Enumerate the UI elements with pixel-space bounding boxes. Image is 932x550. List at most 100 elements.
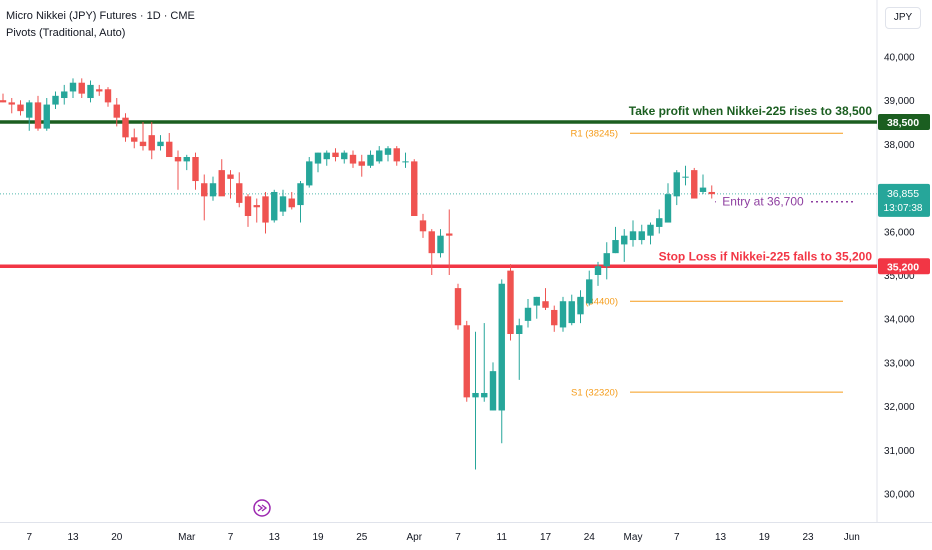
pivot-label-r1: R1 (38245): [570, 129, 618, 140]
candle-body: [323, 152, 330, 160]
candle-body: [446, 233, 453, 236]
candle-body: [236, 183, 243, 203]
x-tick-label: 20: [111, 532, 123, 543]
stop-loss-badge-text: 35,200: [887, 261, 919, 273]
x-tick-label: 13: [67, 532, 79, 543]
y-tick-label: 36,000: [884, 227, 915, 238]
candle-body: [524, 307, 532, 321]
x-tick-label: 13: [715, 532, 727, 543]
x-tick-label: 7: [228, 532, 234, 543]
candle-body: [647, 224, 654, 236]
candle-body: [393, 148, 400, 162]
candle-body: [271, 191, 278, 221]
candle-body: [376, 150, 383, 162]
candle-body: [594, 266, 602, 275]
last-price-text: 36,855: [887, 188, 919, 200]
y-tick-label: 30,000: [884, 490, 915, 501]
stop-loss-badge: [878, 258, 930, 275]
event-marker-chevrons-icon: [257, 504, 268, 512]
candle-body: [349, 154, 357, 164]
x-tick-label: 23: [802, 532, 814, 543]
x-tick-label: May: [624, 532, 643, 543]
candle-body: [691, 170, 698, 199]
candle-body: [367, 154, 374, 166]
candle-body: [411, 161, 418, 217]
pivot-label-s1: S1 (32320): [571, 388, 618, 399]
candle-body: [148, 135, 155, 151]
candle-body: [621, 235, 628, 245]
x-tick-label: 7: [455, 532, 461, 543]
y-tick-label: 33,000: [884, 358, 915, 369]
x-tick-label: 19: [759, 532, 771, 543]
last-price-badge: [878, 183, 930, 217]
candle-body: [104, 89, 112, 103]
candle-body: [577, 296, 584, 315]
x-tick-label: 13: [269, 532, 281, 543]
entry-label: Entry at 36,700: [722, 195, 804, 209]
candle-body: [253, 205, 260, 208]
countdown-text: 13:07:38: [884, 203, 923, 214]
indicator-label[interactable]: Pivots (Traditional, Auto): [6, 27, 126, 39]
candle-body: [664, 194, 672, 223]
candle-body: [52, 95, 59, 105]
candle-body: [454, 288, 462, 326]
candle-body: [533, 296, 540, 306]
candle-body: [288, 198, 295, 208]
candle-body: [559, 301, 567, 328]
candle-body: [166, 141, 173, 158]
candle-body: [8, 102, 15, 105]
candle-body: [332, 152, 339, 158]
candle-body: [612, 240, 619, 254]
candle-body: [463, 325, 470, 398]
candle-body: [157, 141, 164, 147]
candle-body: [551, 309, 558, 326]
candle-body: [131, 137, 138, 142]
candle-body: [638, 231, 645, 241]
candle-body: [498, 283, 505, 411]
y-tick-label: 32,000: [884, 402, 915, 413]
candle-body: [402, 161, 409, 163]
candle-body: [201, 183, 208, 197]
currency-button[interactable]: JPY: [885, 7, 921, 29]
y-tick-label: 35,000: [884, 271, 915, 282]
event-marker-icon[interactable]: [253, 499, 271, 517]
take-profit-badge: [878, 114, 930, 131]
candle-body: [34, 102, 42, 129]
candle-body: [682, 176, 689, 178]
candle-body: [192, 157, 199, 182]
candle-body: [472, 392, 479, 398]
x-tick-label: 25: [356, 532, 368, 543]
x-tick-label: Mar: [178, 532, 196, 543]
stop-loss-label: Stop Loss if Nikkei-225 falls to 35,200: [659, 249, 873, 263]
candle-body: [183, 157, 190, 162]
candle-body: [87, 84, 94, 99]
y-tick-label: 38,000: [884, 140, 915, 151]
candle-body: [507, 270, 514, 334]
candle-body: [43, 104, 50, 129]
candle-body: [174, 157, 182, 162]
candle-body: [0, 100, 7, 103]
candle-body: [297, 183, 304, 206]
candle-body: [69, 82, 77, 92]
candle-body: [568, 301, 575, 324]
candle-body: [489, 371, 497, 411]
y-tick-label: 31,000: [884, 446, 915, 457]
x-tick-label: 7: [26, 532, 32, 543]
take-profit-badge-text: 38,500: [887, 117, 919, 129]
candle-body: [262, 196, 269, 223]
candle-body: [419, 220, 427, 232]
candle-body: [244, 196, 252, 217]
candle-body: [708, 191, 715, 195]
candle-body: [384, 148, 392, 155]
candle-body: [306, 161, 313, 186]
candle-body: [61, 91, 68, 99]
candle-body: [656, 218, 663, 227]
y-tick-label: 34,000: [884, 315, 915, 326]
x-tick-label: 17: [540, 532, 552, 543]
candle-body: [26, 102, 33, 118]
candle-body: [122, 117, 129, 138]
candle-body: [279, 196, 287, 212]
x-tick-label: 7: [674, 532, 680, 543]
candle-body: [428, 231, 435, 254]
